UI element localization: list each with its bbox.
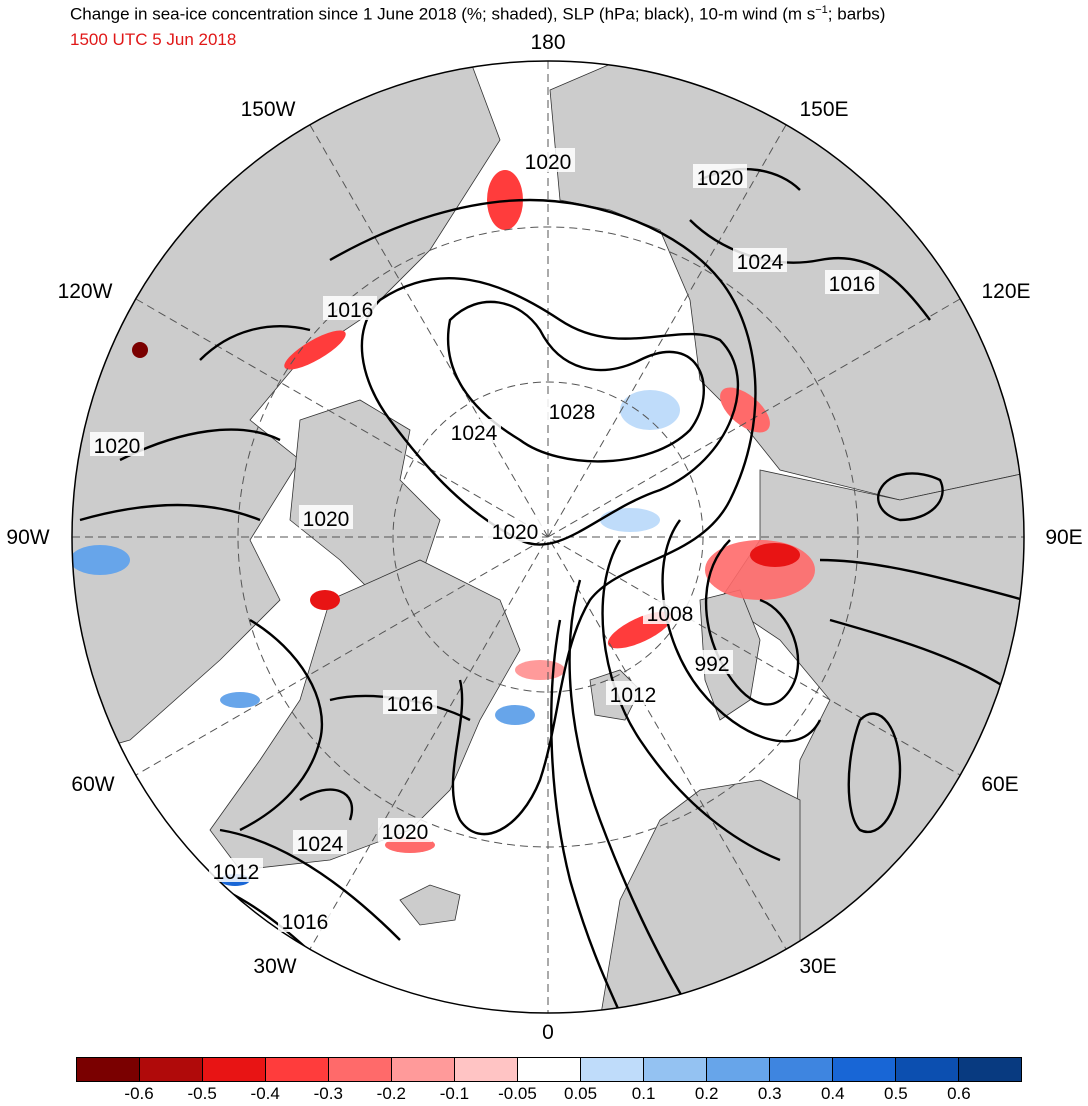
colorbar-segment: [77, 1058, 140, 1081]
colorbar-tick-label: 0.05: [563, 1084, 598, 1103]
colorbar-segment: [518, 1058, 581, 1081]
isobar-label-bg: [378, 818, 432, 842]
colorbar: [76, 1057, 1022, 1082]
colorbar-tick-label: -0.6: [124, 1084, 154, 1103]
map-title: Change in sea-ice concentration since 1 …: [70, 4, 886, 24]
isobar-label: 1012: [610, 684, 657, 707]
colorbar-segment: [959, 1058, 1021, 1081]
land-iceland: [399, 884, 461, 926]
isobar-label: 1024: [737, 251, 784, 274]
ice-loss-greenland-sea: [515, 660, 565, 680]
graticule: [72, 61, 1024, 1013]
colorbar-tick-label: 0.2: [694, 1084, 719, 1103]
isobar-label: 1024: [297, 833, 344, 856]
colorbar-segment: [707, 1058, 770, 1081]
isobar-label: 1016: [327, 299, 374, 322]
colorbar-tick-label: 0.5: [884, 1084, 908, 1103]
isobars: [79, 167, 1024, 1013]
isobar-label-bg: [447, 419, 501, 443]
map-border: [71, 60, 1025, 1014]
colorbar-tick-label: -0.3: [313, 1084, 343, 1103]
colorbar-tick-label: -0.5: [187, 1084, 217, 1103]
isobar-label: 1016: [387, 693, 434, 716]
colorbar-segment: [644, 1058, 707, 1081]
valid-time: 1500 UTC 5 Jun 2018: [70, 30, 237, 49]
lon-label-150e: 150E: [799, 98, 849, 121]
colorbar-segment: [833, 1058, 896, 1081]
colorbar-segment: [140, 1058, 203, 1081]
lon-label-30w: 30W: [253, 955, 297, 978]
ice-loss-hudson: [132, 342, 148, 358]
isobar-label-bg: [825, 270, 879, 294]
colorbar-tick-label: 0.6: [947, 1084, 971, 1103]
colorbar-segment: [203, 1058, 266, 1081]
colorbar-tick-label: 0.3: [757, 1084, 782, 1103]
colorbar-tick-label: -0.2: [376, 1084, 406, 1103]
colorbar-segment: [455, 1058, 518, 1081]
lon-label-30e: 30E: [799, 955, 837, 978]
isobar-label: 1016: [282, 911, 329, 934]
isobar-label-bg: [299, 505, 353, 529]
ice-gain-fram: [495, 705, 535, 725]
isobar-label-bg: [293, 830, 347, 854]
isobar-label-bg: [488, 518, 542, 542]
isobar-label-bg: [278, 908, 332, 932]
colorbar-tick-label: 0.1: [631, 1084, 656, 1103]
colorbar-segment: [581, 1058, 644, 1081]
lon-label-90e: 90E: [1045, 526, 1083, 549]
isobar-label-bg: [733, 248, 787, 272]
isobar-label: 1012: [213, 861, 260, 884]
ice-loss-laptev: [720, 387, 770, 433]
isobar-label-bg: [606, 681, 660, 705]
isobar-label: 1024: [451, 422, 498, 445]
colorbar-labels: -0.6 -0.5 -0.4 -0.3 -0.2 -0.1 -0.05 0.05 0.1 0.2 0…: [0, 1084, 1088, 1106]
ice-gain-siberian: [620, 390, 680, 430]
colorbar-segment: [392, 1058, 455, 1081]
isobar-label-bg: [693, 164, 747, 188]
colorbar-segment: [770, 1058, 833, 1081]
isobar-labels: 1020 1020 1024 1016 1016 1020 1028 1024 1020 1020…: [90, 148, 879, 934]
lon-label-60w: 60W: [71, 773, 115, 796]
isobar-label: 1020: [382, 821, 429, 844]
colorbar-tick-label: -0.05: [498, 1084, 537, 1103]
isobar-label: 1020: [94, 435, 141, 458]
ice-gain-davis: [220, 692, 260, 708]
lon-label-180: 180: [530, 31, 566, 54]
colorbar-tick-label: -0.1: [439, 1084, 470, 1103]
isobar-label-bg: [643, 600, 697, 624]
colorbar-segment: [266, 1058, 329, 1081]
isobar-label: 1028: [549, 401, 596, 424]
lon-label-60e: 60E: [981, 773, 1019, 796]
lon-label-150w: 150W: [240, 98, 296, 121]
isobar-label-bg: [691, 650, 733, 674]
isobar-label: 1020: [697, 167, 744, 190]
isobar-label-bg: [209, 858, 263, 882]
isobar-label: 1020: [492, 521, 539, 544]
isobar-label-bg: [521, 148, 575, 172]
colorbar-tick-label: -0.4: [250, 1084, 280, 1103]
colorbar-segment: [896, 1058, 959, 1081]
ice-change-shading: [72, 170, 815, 886]
lon-label-120w: 120W: [57, 280, 113, 303]
isobar-label-bg: [323, 296, 377, 320]
lon-label-90w: 90W: [6, 526, 50, 549]
isobar-label: 1008: [647, 603, 694, 626]
isobar-label: 992: [694, 653, 729, 676]
isobar-label: 1020: [303, 508, 350, 531]
isobar-label: 1020: [525, 151, 572, 174]
colorbar-tick-label: 0.4: [820, 1084, 845, 1103]
colorbar-segment: [329, 1058, 392, 1081]
ice-loss-kara-core: [750, 543, 800, 567]
ice-gain-central: [600, 508, 660, 532]
ice-loss-baffin: [310, 590, 340, 610]
isobar-label-bg: [383, 690, 437, 714]
lon-label-0: 0: [542, 1021, 554, 1044]
isobar-label: 1016: [829, 273, 876, 296]
polar-map: 1020 1020 1024 1016 1016 1020 1028 1024 1020 1020…: [71, 60, 1025, 1014]
ice-loss-beaufort: [284, 330, 346, 370]
lon-label-120e: 120E: [981, 280, 1031, 303]
isobar-label-bg: [545, 398, 599, 422]
ice-gain-hudson-strait: [72, 545, 130, 575]
isobar-label-bg: [90, 432, 144, 456]
